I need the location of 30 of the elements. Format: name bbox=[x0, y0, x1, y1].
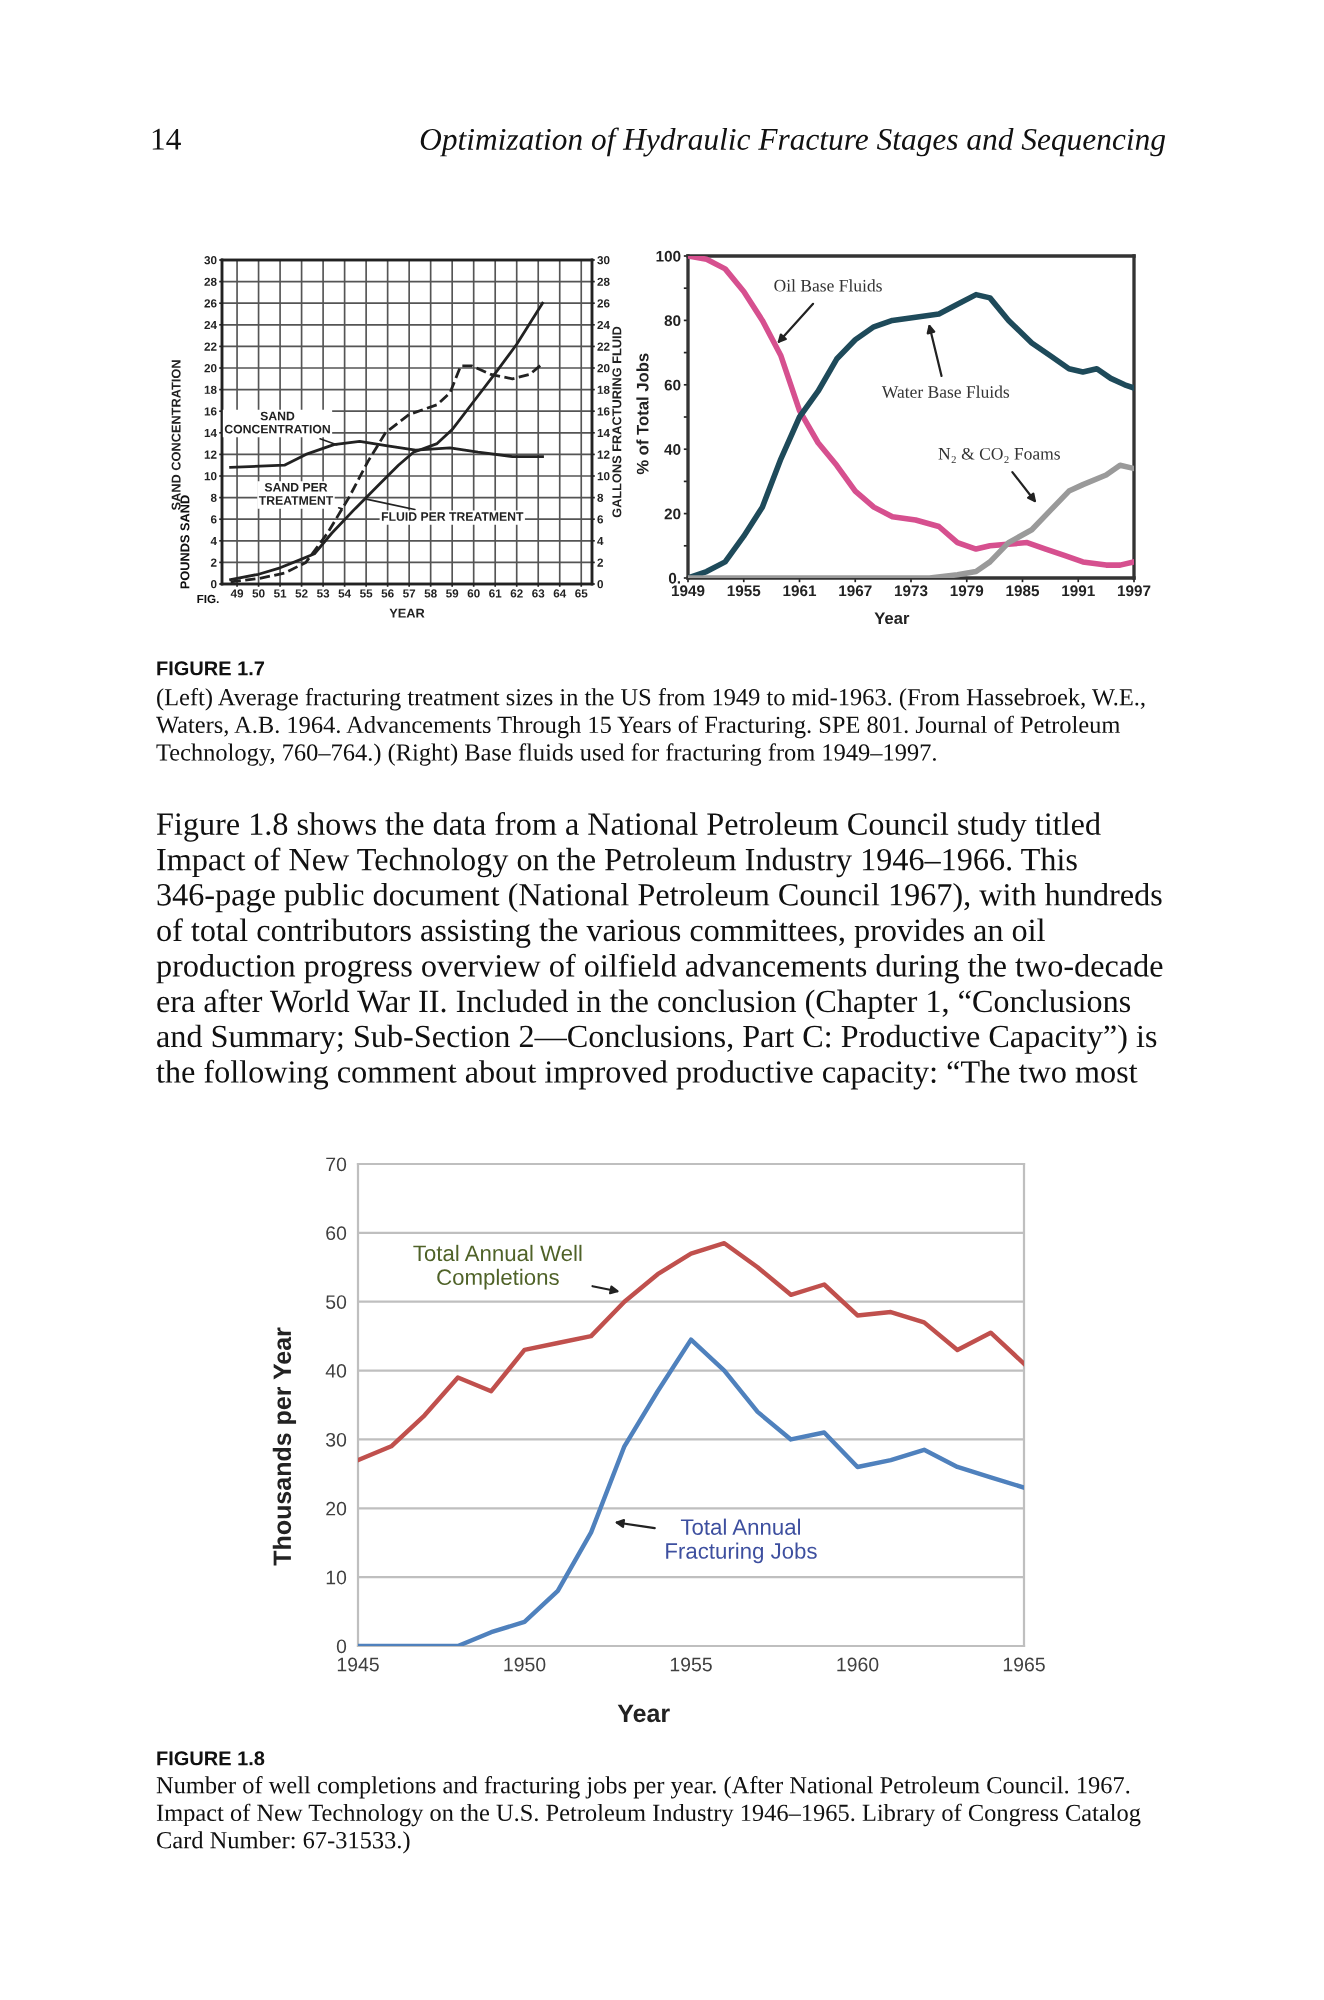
text: Total Annual Fracturing Jobs bbox=[666, 1518, 817, 1564]
series-label: N₂ & CO₂ Foams bbox=[938, 447, 1060, 464]
caption: FIGURE 1.7 bbox=[157, 661, 265, 676]
series-label: Total Annual Well Completions bbox=[413, 1244, 582, 1290]
text: (Left) Average fracturing treatment sizes in the US from 1949 to mid-1963. (From Hassebroek, W.E., Waters, A.B. 1964. Advancements Through 15 Years of Fracturing. SPE 801. Journal of Petroleum Technology, 760–764.) (Right) Base fluids used for fracturing from 1949–1997. bbox=[156, 688, 1145, 766]
y-tick-label: 40 bbox=[325, 1364, 347, 1378]
y-tick-label: 70 bbox=[326, 1157, 347, 1172]
line-series bbox=[358, 1240, 1024, 1463]
text: Water Base Fluids bbox=[881, 385, 1010, 398]
y-axis-title: % of Total Jobs bbox=[636, 353, 649, 475]
x-tick-label: 1955 bbox=[670, 1657, 712, 1672]
y-tick-label: 60 bbox=[326, 1226, 347, 1241]
caption: Figure 1.8 shows the data from a National Petroleum Council study titled Impact of New Technology on the Petroleum Industry 1946–1966. This 346-page public document (National Petroleum Council 1967), with hundreds of total contributors assisting the various committees, provides an oil production progress overview of oilfield advancements during the two-decade era after World War II. Included in the conclusion (Chapter 1, “Conclusions and Summary; Sub-Section 2—Conclusions, Part C: Productive Capacity”) is the following comment about improved productive capacity: “The two most bbox=[156, 812, 1163, 1090]
y-tick-label: 0 bbox=[336, 1639, 347, 1654]
y-tick-label: 20 bbox=[326, 1501, 347, 1516]
y-tick-label: 30 bbox=[326, 1432, 347, 1447]
x-axis-title: Year bbox=[617, 1704, 670, 1723]
y-axis-title: Thousands per Year bbox=[272, 1327, 297, 1566]
x-tick-label: 1950 bbox=[504, 1657, 546, 1672]
text: Number of well completions and fracturing jobs per year. (After National Petroleum Council. 1967. Impact of New Technology on the U.S. Petroleum Industry 1946–1965. Library of Congress Catalog Card Number: 67-31533.) bbox=[156, 1776, 1141, 1854]
y-tick-label: 50 bbox=[326, 1295, 347, 1309]
caption: FIGURE 1.8 bbox=[157, 1751, 265, 1766]
x-tick-label: 1945 bbox=[337, 1657, 379, 1672]
x-tick-label: 1960 bbox=[837, 1657, 879, 1672]
x-axis-title: Year bbox=[874, 612, 910, 625]
y-tick-label: 10 bbox=[326, 1570, 347, 1585]
text: 14 bbox=[152, 128, 181, 150]
text: Optimization of Hydraulic Fracture Stages and Sequencing bbox=[420, 127, 1166, 157]
x-tick-label: 1965 bbox=[1003, 1657, 1045, 1672]
series-label: Oil Base Fluids bbox=[774, 279, 882, 292]
